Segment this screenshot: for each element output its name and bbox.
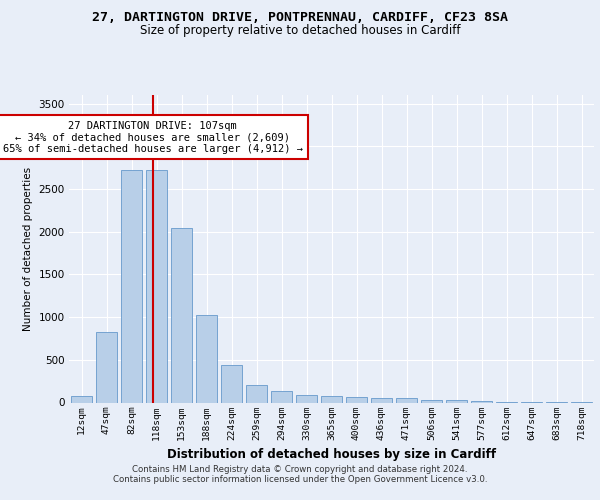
Text: Size of property relative to detached houses in Cardiff: Size of property relative to detached ho… (140, 24, 460, 37)
Text: Contains HM Land Registry data © Crown copyright and database right 2024.: Contains HM Land Registry data © Crown c… (132, 465, 468, 474)
Bar (96, 332, 117, 402)
Bar (146, 170, 167, 402)
Bar (296, 395, 317, 402)
Bar (346, 396, 367, 402)
Bar (371, 398, 392, 402)
Bar (271, 390, 292, 402)
Text: Contains public sector information licensed under the Open Government Licence v3: Contains public sector information licen… (113, 475, 487, 484)
Text: 27, DARTINGTON DRIVE, PONTPRENNAU, CARDIFF, CF23 8SA: 27, DARTINGTON DRIVE, PONTPRENNAU, CARDI… (92, 11, 508, 24)
Bar (196, 316, 217, 402)
Bar (396, 398, 417, 402)
Text: 27 DARTINGTON DRIVE: 107sqm
← 34% of detached houses are smaller (2,609)
65% of : 27 DARTINGTON DRIVE: 107sqm ← 34% of det… (3, 120, 303, 154)
Bar (121, 170, 142, 402)
Bar (321, 396, 342, 402)
Bar (471, 401, 492, 402)
Bar (421, 400, 442, 402)
Bar (71, 396, 92, 402)
Bar (221, 365, 242, 403)
Bar (246, 386, 267, 402)
X-axis label: Distribution of detached houses by size in Cardiff: Distribution of detached houses by size … (167, 448, 496, 461)
Bar (171, 228, 192, 402)
Y-axis label: Number of detached properties: Number of detached properties (23, 166, 33, 331)
Bar (446, 400, 467, 402)
